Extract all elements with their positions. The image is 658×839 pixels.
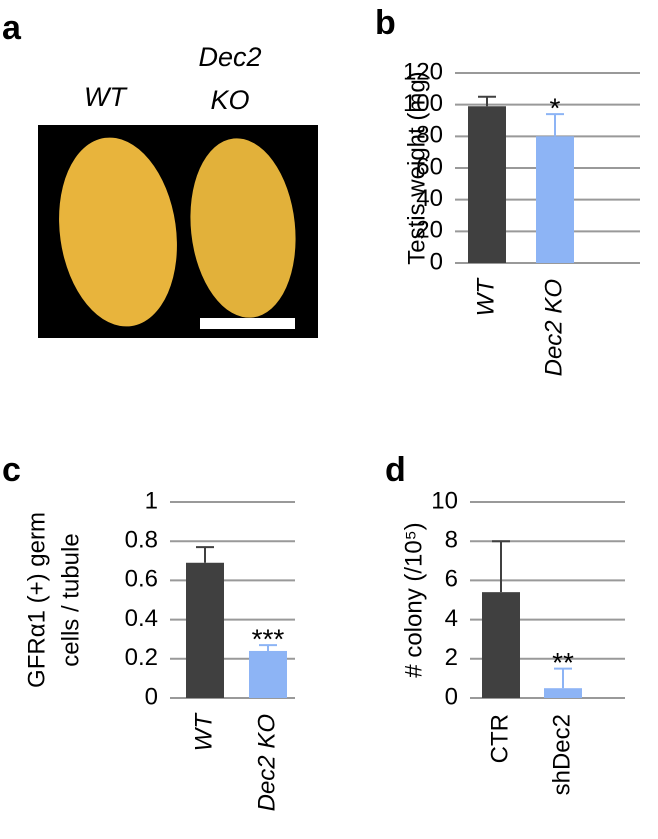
y-tick-label: 0 xyxy=(430,248,443,275)
significance: ** xyxy=(552,647,574,678)
y-tick-label: 100 xyxy=(403,90,443,117)
bar xyxy=(468,106,506,263)
y-tick-label: 10 xyxy=(431,487,458,514)
x-tick-label: CTR xyxy=(486,714,513,763)
y-tick-label: 0.6 xyxy=(125,566,158,593)
scale-bar xyxy=(200,318,295,329)
y-tick-label: 0 xyxy=(445,683,458,710)
y-tick-label: 1 xyxy=(145,487,158,514)
y-axis-label: GFRα1 (+) germ xyxy=(23,512,50,688)
x-tick-label: WT xyxy=(472,277,499,317)
caption: Dec2 KO xyxy=(198,42,262,115)
x-tick-label: shDec2 xyxy=(548,714,575,795)
y-tick-label: 4 xyxy=(445,605,458,632)
significance: *** xyxy=(252,623,285,654)
bar xyxy=(482,592,520,698)
panel-letter: a xyxy=(2,9,22,47)
panel-letter: c xyxy=(2,451,21,489)
y-tick-label: 0 xyxy=(145,683,158,710)
bar xyxy=(544,688,582,698)
testis-ko xyxy=(190,138,296,318)
y-tick-label: 0.8 xyxy=(125,527,158,554)
x-tick-label: Dec2 KO xyxy=(540,279,567,376)
y-tick-label: 80 xyxy=(416,122,443,149)
bar xyxy=(536,136,574,263)
y-axis-label: Testis weight (mg) xyxy=(403,71,430,264)
y-tick-label: 0.4 xyxy=(125,605,158,632)
y-tick-label: 20 xyxy=(416,217,443,244)
testis-wt xyxy=(59,137,177,327)
x-tick-label: WT xyxy=(190,712,217,752)
bar xyxy=(186,562,224,698)
panel-letter: b xyxy=(375,4,396,42)
y-axis-label: cells / tubule xyxy=(57,533,84,666)
y-tick-label: 120 xyxy=(403,58,443,85)
bar xyxy=(249,650,287,698)
y-tick-label: 0.2 xyxy=(125,644,158,671)
y-tick-label: 2 xyxy=(445,644,458,671)
y-tick-label: 8 xyxy=(445,527,458,554)
x-tick-label: Dec2 KO xyxy=(253,714,280,811)
y-tick-label: 6 xyxy=(445,566,458,593)
caption: WT xyxy=(84,82,126,112)
significance: * xyxy=(550,93,561,124)
y-tick-label: 60 xyxy=(416,153,443,180)
y-tick-label: 40 xyxy=(416,185,443,212)
panel-letter: d xyxy=(385,451,406,489)
y-axis-label: # colony (/10⁵) xyxy=(400,522,427,677)
